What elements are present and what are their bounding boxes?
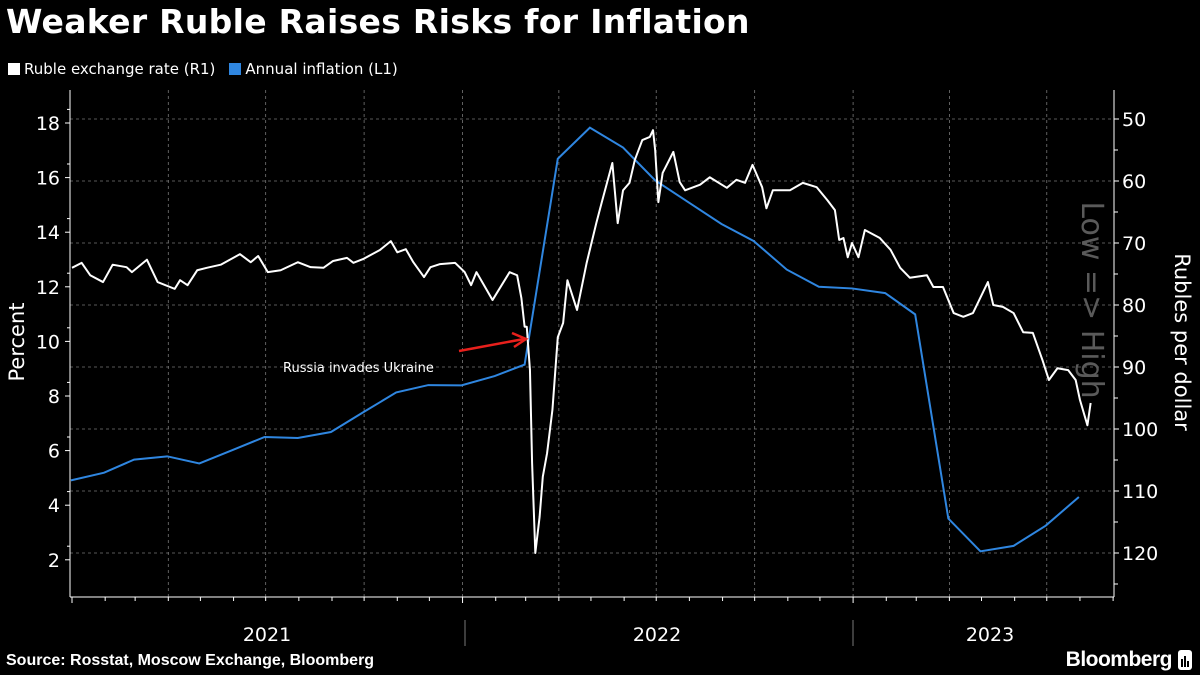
right-tick-label: 100 [1122, 419, 1158, 441]
left-tick-label: 8 [48, 386, 60, 408]
right-tick-label: 60 [1122, 171, 1146, 193]
left-tick-label: 12 [36, 277, 60, 299]
right-tick-label: 90 [1122, 357, 1146, 379]
legend-label-ruble: Ruble exchange rate (R1) [24, 60, 216, 78]
annotation-text: Russia invades Ukraine [283, 361, 434, 376]
inflation-line [70, 126, 1080, 553]
left-tick-label: 18 [36, 113, 60, 135]
bloomberg-chart-icon [1178, 650, 1192, 670]
right-axis-label: Rubles per dollar [1170, 253, 1194, 431]
left-tick-label: 4 [48, 495, 60, 517]
left-tick-label: 2 [48, 550, 60, 572]
right-tick-label: 50 [1122, 109, 1146, 131]
bloomberg-logo: Bloomberg [1066, 648, 1192, 672]
left-tick-label: 10 [36, 331, 60, 353]
ruble-line [71, 129, 1092, 554]
right-tick-label: 120 [1122, 543, 1158, 565]
x-tick-label-2022: 2022 [633, 624, 681, 646]
left-tick-label: 16 [36, 168, 60, 190]
right-tick-label: 110 [1122, 481, 1158, 503]
brand-name: Bloomberg [1065, 648, 1173, 671]
legend-swatch-ruble [8, 63, 20, 75]
legend-item-inflation: Annual inflation (L1) [229, 60, 398, 78]
left-axis-label: Percent [5, 302, 29, 381]
annotation-arrow [458, 331, 529, 353]
legend: Ruble exchange rate (R1) Annual inflatio… [8, 60, 398, 78]
legend-swatch-inflation [229, 63, 242, 75]
x-tick-label-2023: 2023 [966, 624, 1014, 646]
left-tick-label: 6 [48, 441, 60, 463]
legend-item-ruble: Ruble exchange rate (R1) [8, 60, 215, 78]
right-tick-label: 70 [1122, 233, 1146, 255]
left-tick-label: 14 [36, 222, 60, 244]
right-tick-label: 80 [1122, 295, 1146, 317]
right-axis-note: Low => High [1074, 201, 1109, 398]
x-tick-label-2021: 2021 [243, 624, 291, 646]
legend-label-inflation: Annual inflation (L1) [245, 60, 398, 78]
source-note: Source: Rosstat, Moscow Exchange, Bloomb… [6, 652, 375, 669]
chart-title: Weaker Ruble Raises Risks for Inflation [6, 2, 750, 41]
